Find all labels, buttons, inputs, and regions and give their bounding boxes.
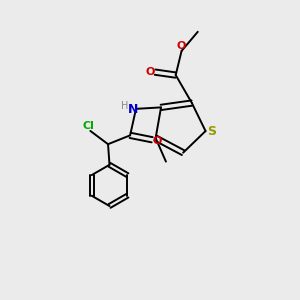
Text: Cl: Cl	[82, 121, 94, 130]
Text: O: O	[153, 136, 162, 146]
Text: O: O	[145, 67, 154, 77]
Text: S: S	[208, 124, 217, 137]
Text: N: N	[128, 103, 138, 116]
Text: H: H	[121, 101, 128, 112]
Text: O: O	[177, 41, 186, 51]
